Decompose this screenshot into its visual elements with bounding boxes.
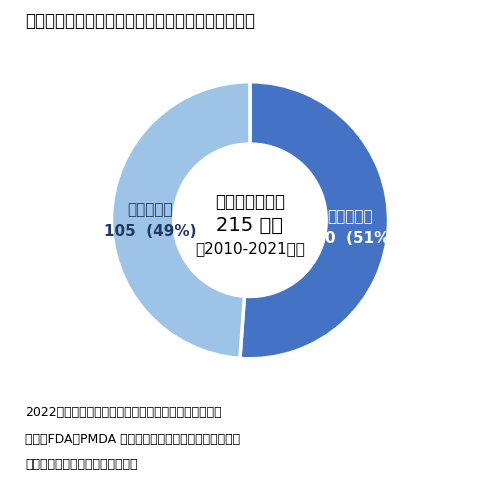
Text: 215 品目: 215 品目: [216, 216, 284, 234]
Wedge shape: [240, 83, 388, 359]
Text: 国内承認済: 国内承認済: [128, 202, 173, 216]
Text: 薬産業政策研究所にて作成: 薬産業政策研究所にて作成: [25, 457, 138, 470]
Text: （2010-2021年）: （2010-2021年）: [195, 241, 305, 256]
Text: 110  (51%): 110 (51%): [304, 231, 396, 246]
Text: 2022年８月末時点で国内の承認有無・開発状況を集計: 2022年８月末時点で国内の承認有無・開発状況を集計: [25, 406, 222, 419]
Text: 105  (49%): 105 (49%): [104, 224, 196, 239]
Text: 国内未承認: 国内未承認: [327, 209, 372, 224]
Text: 図１　米国オーファンドラッグ品目の国内未承認薬: 図１ 米国オーファンドラッグ品目の国内未承認薬: [25, 12, 255, 30]
Wedge shape: [112, 83, 250, 359]
Text: 米国オーファン: 米国オーファン: [215, 192, 285, 210]
Text: 出所：FDA、PMDA の公開情報、明日の新薬をもとに医: 出所：FDA、PMDA の公開情報、明日の新薬をもとに医: [25, 432, 240, 445]
